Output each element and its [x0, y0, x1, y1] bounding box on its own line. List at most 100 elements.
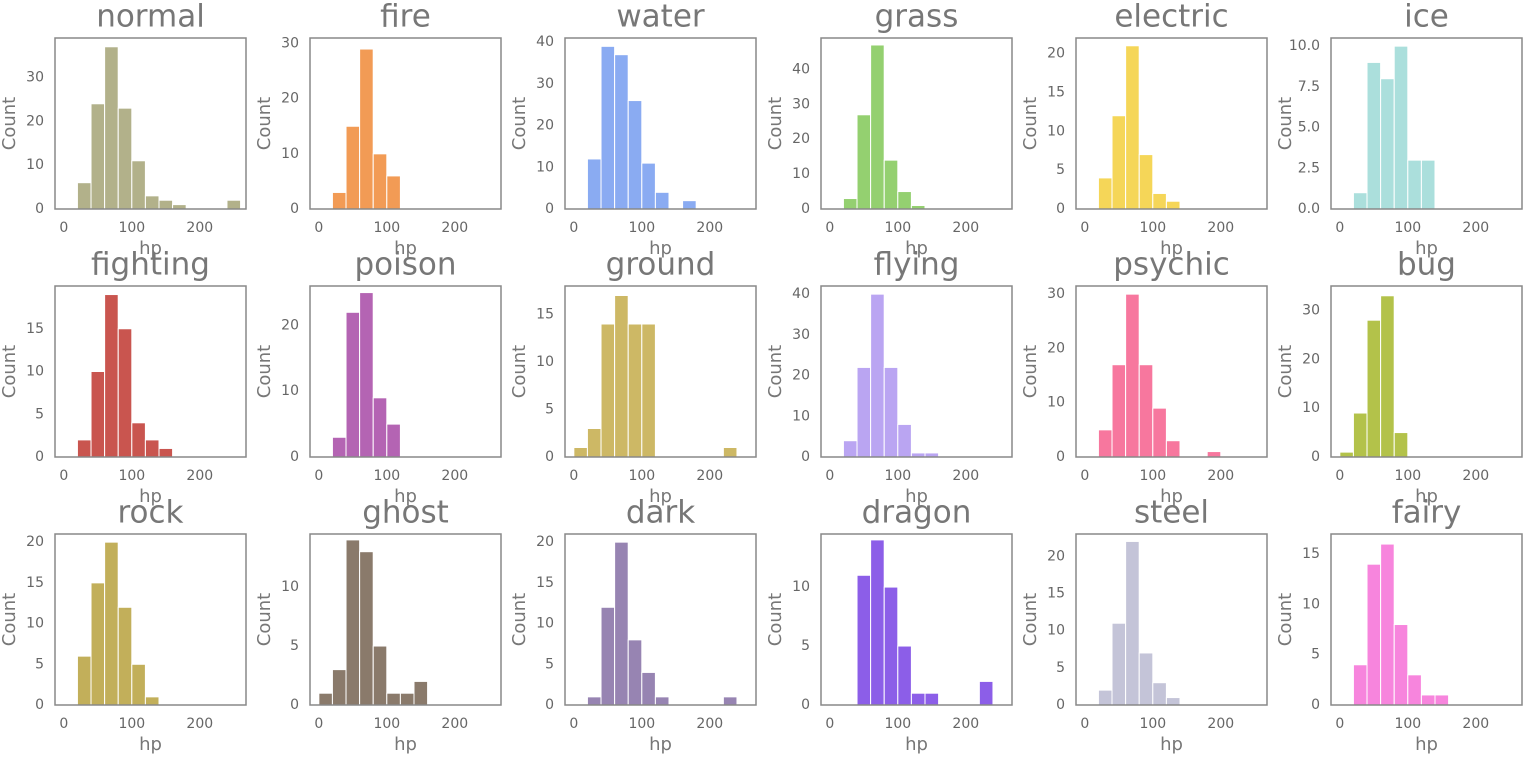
y-tick-label: 10: [1047, 395, 1065, 411]
bar: [1420, 694, 1436, 706]
y-tick-label: 5: [1056, 162, 1065, 178]
bar: [1097, 689, 1113, 706]
y-tick-label: 5: [545, 656, 554, 672]
y-tick-label: 0: [801, 201, 810, 217]
y-tick-label: 0: [290, 201, 299, 217]
y-axis-label: Count: [1020, 97, 1041, 150]
y-tick-label: 0: [1311, 697, 1320, 713]
subplot: 0 100 200 0 10 20 30 psychic hp Count: [1020, 247, 1268, 507]
bar: [1352, 664, 1368, 706]
bar: [870, 539, 885, 706]
chart-title: fire: [380, 0, 431, 35]
bar: [1152, 192, 1167, 210]
bar: [1420, 159, 1436, 210]
x-axis-label: hp: [139, 486, 162, 507]
subplot: 0 100 200 0 10 20 30 40 water hp Count: [509, 0, 757, 259]
x-tick-label: 0: [569, 716, 578, 732]
bar: [627, 100, 643, 210]
x-axis-label: hp: [1160, 734, 1183, 755]
bar: [226, 199, 242, 210]
bar: [897, 191, 912, 210]
x-tick-label: 200: [186, 468, 213, 484]
chart-title: water: [616, 0, 705, 35]
bar: [1366, 319, 1382, 458]
bar: [1111, 622, 1127, 706]
x-tick-label: 0: [314, 468, 323, 484]
y-tick-label: 10: [1302, 596, 1320, 612]
x-tick-label: 0: [825, 468, 834, 484]
y-tick-label: 0: [801, 449, 810, 465]
y-tick-label: 5: [801, 638, 810, 654]
chart-title: rock: [117, 495, 183, 531]
x-tick-label: 0: [1080, 468, 1089, 484]
bar: [158, 199, 174, 210]
axes-frame: [1330, 533, 1523, 706]
x-tick-label: 200: [952, 220, 979, 236]
y-tick-label: 40: [792, 286, 810, 302]
x-tick-label: 0: [59, 468, 68, 484]
y-tick-label: 10: [536, 354, 554, 370]
bar: [1380, 543, 1395, 706]
bar: [641, 323, 656, 458]
y-tick-label: 10: [536, 616, 554, 632]
y-tick-label: 0.0: [1298, 201, 1320, 217]
x-tick-label: 100: [1394, 220, 1421, 236]
subplot: 0 100 200 0 10 20 30 bug hp Count: [1275, 247, 1523, 507]
bar: [345, 125, 361, 210]
chart-title: flying: [874, 247, 960, 283]
y-tick-label: 15: [1047, 585, 1065, 601]
axes-frame: [1330, 285, 1523, 458]
chart-title: ice: [1404, 0, 1449, 35]
y-tick-label: 10: [1047, 123, 1065, 139]
bar: [1407, 674, 1422, 706]
y-axis-label: Count: [0, 593, 20, 646]
y-axis-label: Count: [254, 593, 275, 646]
y-tick-label: 10: [792, 166, 810, 182]
y-tick-label: 20: [281, 91, 299, 107]
subplot: 0 100 200 0 5 10 15 ground hp Count: [509, 247, 757, 507]
x-tick-label: 100: [884, 716, 911, 732]
y-tick-label: 30: [792, 96, 810, 112]
x-tick-label: 200: [1462, 716, 1489, 732]
y-axis-label: Count: [1020, 593, 1041, 646]
bar: [614, 541, 629, 706]
bar: [1152, 407, 1167, 458]
chart-title: ghost: [362, 495, 449, 531]
axes-frame: [309, 37, 502, 210]
subplot: 0 100 200 0 5 10 ghost hp Count: [254, 495, 502, 755]
bar: [883, 586, 899, 706]
bar: [76, 182, 92, 210]
x-tick-label: 0: [314, 220, 323, 236]
subplot: 0 100 200 0 5 10 15 fighting hp Count: [0, 247, 247, 507]
x-tick-label: 0: [59, 716, 68, 732]
y-tick-label: 10: [1047, 623, 1065, 639]
chart-title: fairy: [1392, 495, 1462, 531]
y-tick-label: 30: [792, 327, 810, 343]
axes-frame: [564, 285, 757, 458]
bar: [1434, 694, 1450, 706]
x-tick-label: 0: [314, 716, 323, 732]
y-tick-label: 5.0: [1298, 120, 1320, 136]
y-tick-label: 20: [26, 113, 44, 129]
y-tick-label: 2.5: [1298, 160, 1320, 176]
bar: [600, 323, 616, 458]
y-tick-label: 10: [281, 579, 299, 595]
y-tick-label: 7.5: [1298, 79, 1320, 95]
bar: [131, 160, 146, 210]
y-tick-label: 5: [290, 638, 299, 654]
y-axis-label: Count: [1020, 345, 1041, 398]
x-axis-label: hp: [649, 734, 672, 755]
x-axis-label: hp: [394, 486, 417, 507]
bar: [600, 45, 616, 210]
x-tick-label: 100: [118, 716, 145, 732]
y-tick-label: 20: [1302, 351, 1320, 367]
bar: [1138, 364, 1154, 458]
subplot: 0 100 200 0 5 10 15 20 dark hp Count: [509, 495, 757, 755]
x-axis-label: hp: [1160, 238, 1183, 259]
y-tick-label: 0: [1056, 449, 1065, 465]
y-tick-label: 5: [1056, 660, 1065, 676]
y-tick-label: 40: [792, 61, 810, 77]
x-tick-label: 100: [884, 468, 911, 484]
y-tick-label: 0: [290, 697, 299, 713]
chart-title: grass: [875, 0, 959, 35]
